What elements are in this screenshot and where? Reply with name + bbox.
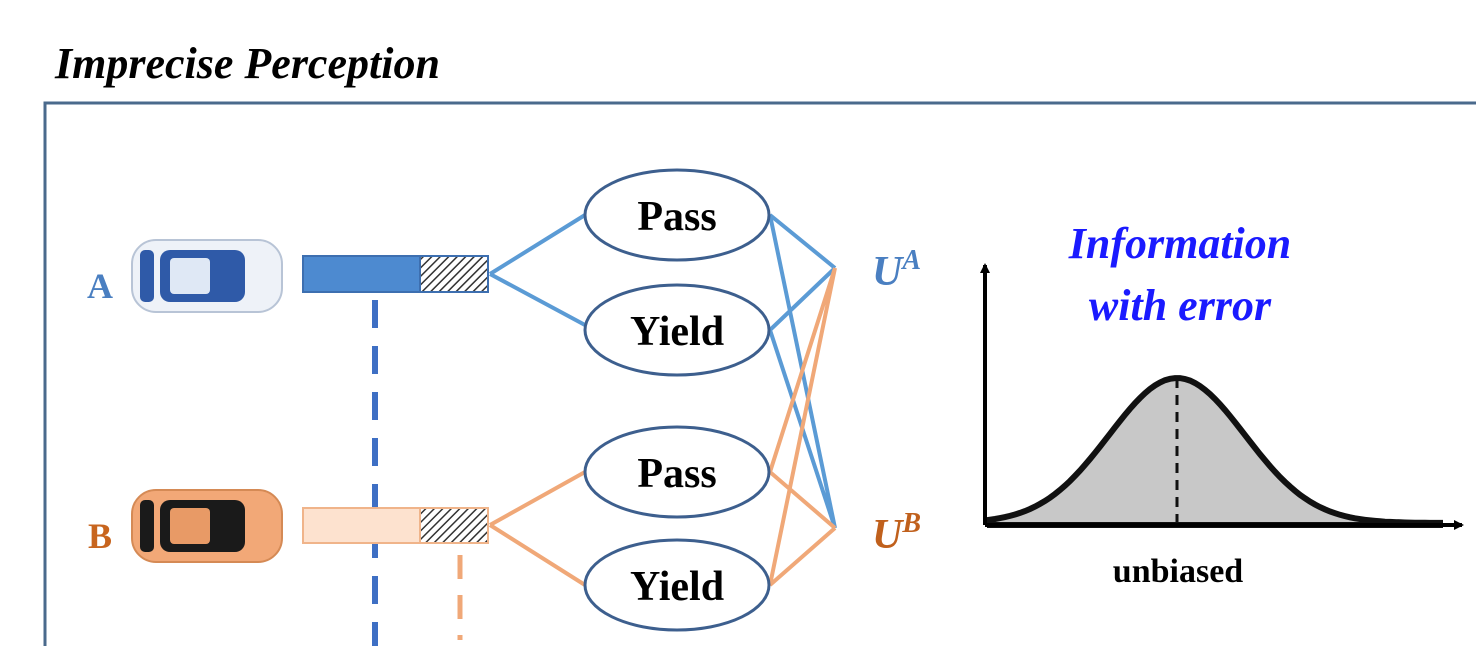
option-label: Yield bbox=[630, 309, 724, 355]
utility-sup: A bbox=[900, 245, 921, 276]
inset-title: Information bbox=[1068, 219, 1292, 268]
perception-bar bbox=[303, 508, 420, 543]
utility-b: UB bbox=[872, 508, 921, 558]
vehicle-label: B bbox=[88, 516, 112, 556]
error-band bbox=[420, 256, 488, 292]
figure: Imprecise Perception A B Pass Yield Pass Yi… bbox=[0, 0, 1476, 646]
car-a bbox=[132, 240, 282, 312]
vehicle-label: A bbox=[87, 266, 113, 306]
distribution-curve bbox=[990, 378, 1440, 525]
option-label: Yield bbox=[630, 564, 724, 610]
utility-sup: B bbox=[901, 508, 921, 539]
utility-a: UA bbox=[872, 245, 921, 295]
connectors bbox=[490, 215, 835, 585]
error-band bbox=[420, 508, 488, 543]
utility-base: U bbox=[872, 249, 905, 295]
options: Pass Yield Pass Yield bbox=[585, 170, 769, 630]
car-b bbox=[132, 490, 282, 562]
title: Imprecise Perception bbox=[54, 39, 440, 88]
utility-base: U bbox=[872, 512, 905, 558]
option-label: Pass bbox=[637, 194, 716, 240]
inset-title: with error bbox=[1089, 281, 1272, 330]
perception-bar bbox=[303, 256, 420, 292]
option-label: Pass bbox=[637, 451, 716, 497]
page: Imprecise Perception A B Pass Yield Pass Yi… bbox=[0, 0, 1476, 646]
x-axis-label: unbiased bbox=[1113, 553, 1243, 590]
